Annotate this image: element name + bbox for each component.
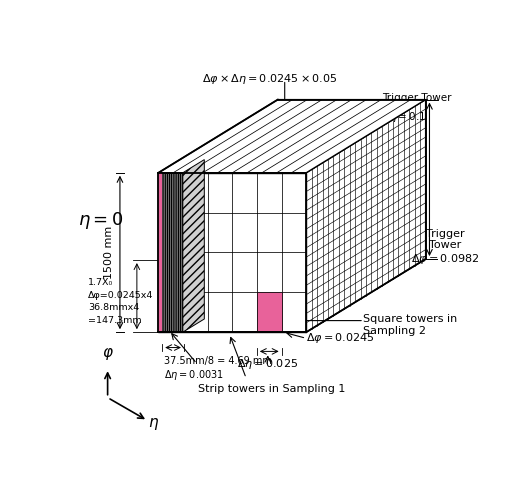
Polygon shape [158, 173, 183, 332]
Text: 1500 mm: 1500 mm [104, 226, 114, 279]
Text: 1.7X₀
Δφ=0.0245x4
36.8mmx4
=147.3mm: 1.7X₀ Δφ=0.0245x4 36.8mmx4 =147.3mm [89, 278, 154, 325]
Polygon shape [158, 173, 162, 332]
Text: $\varphi$: $\varphi$ [102, 346, 113, 362]
Polygon shape [257, 293, 281, 332]
Text: $\Delta\eta = 0.1$: $\Delta\eta = 0.1$ [382, 110, 426, 124]
Text: Trigger Tower: Trigger Tower [382, 93, 451, 103]
Text: Square towers in
Sampling 2: Square towers in Sampling 2 [363, 315, 457, 336]
Text: $\eta = 0$: $\eta = 0$ [78, 210, 124, 231]
Text: $4.3X_0$: $4.3X_0$ [195, 250, 226, 265]
Polygon shape [158, 173, 306, 332]
Text: 470 mm: 470 mm [185, 170, 231, 201]
Text: $\eta$: $\eta$ [148, 416, 160, 432]
Text: $16X_0$: $16X_0$ [231, 167, 259, 180]
Polygon shape [183, 160, 204, 332]
Polygon shape [306, 99, 426, 332]
Text: Strip towers in Sampling 1: Strip towers in Sampling 1 [198, 384, 346, 394]
Text: 37.5mm/8 = 4.69 mm
$\Delta\eta = 0.0031$: 37.5mm/8 = 4.69 mm $\Delta\eta = 0.0031$ [164, 356, 272, 382]
Text: $\Delta\eta = 0.025$: $\Delta\eta = 0.025$ [237, 357, 298, 371]
Text: Trigger
Tower
$\Delta\varphi = 0.0982$: Trigger Tower $\Delta\varphi = 0.0982$ [411, 229, 479, 266]
Text: $\Delta\varphi = 0.0245$: $\Delta\varphi = 0.0245$ [306, 331, 375, 345]
Text: $\Delta\varphi\times\Delta\eta = 0.0245\times0.05$: $\Delta\varphi\times\Delta\eta = 0.0245\… [202, 72, 337, 86]
Text: $2X_0$: $2X_0$ [250, 115, 271, 129]
Polygon shape [158, 99, 426, 173]
